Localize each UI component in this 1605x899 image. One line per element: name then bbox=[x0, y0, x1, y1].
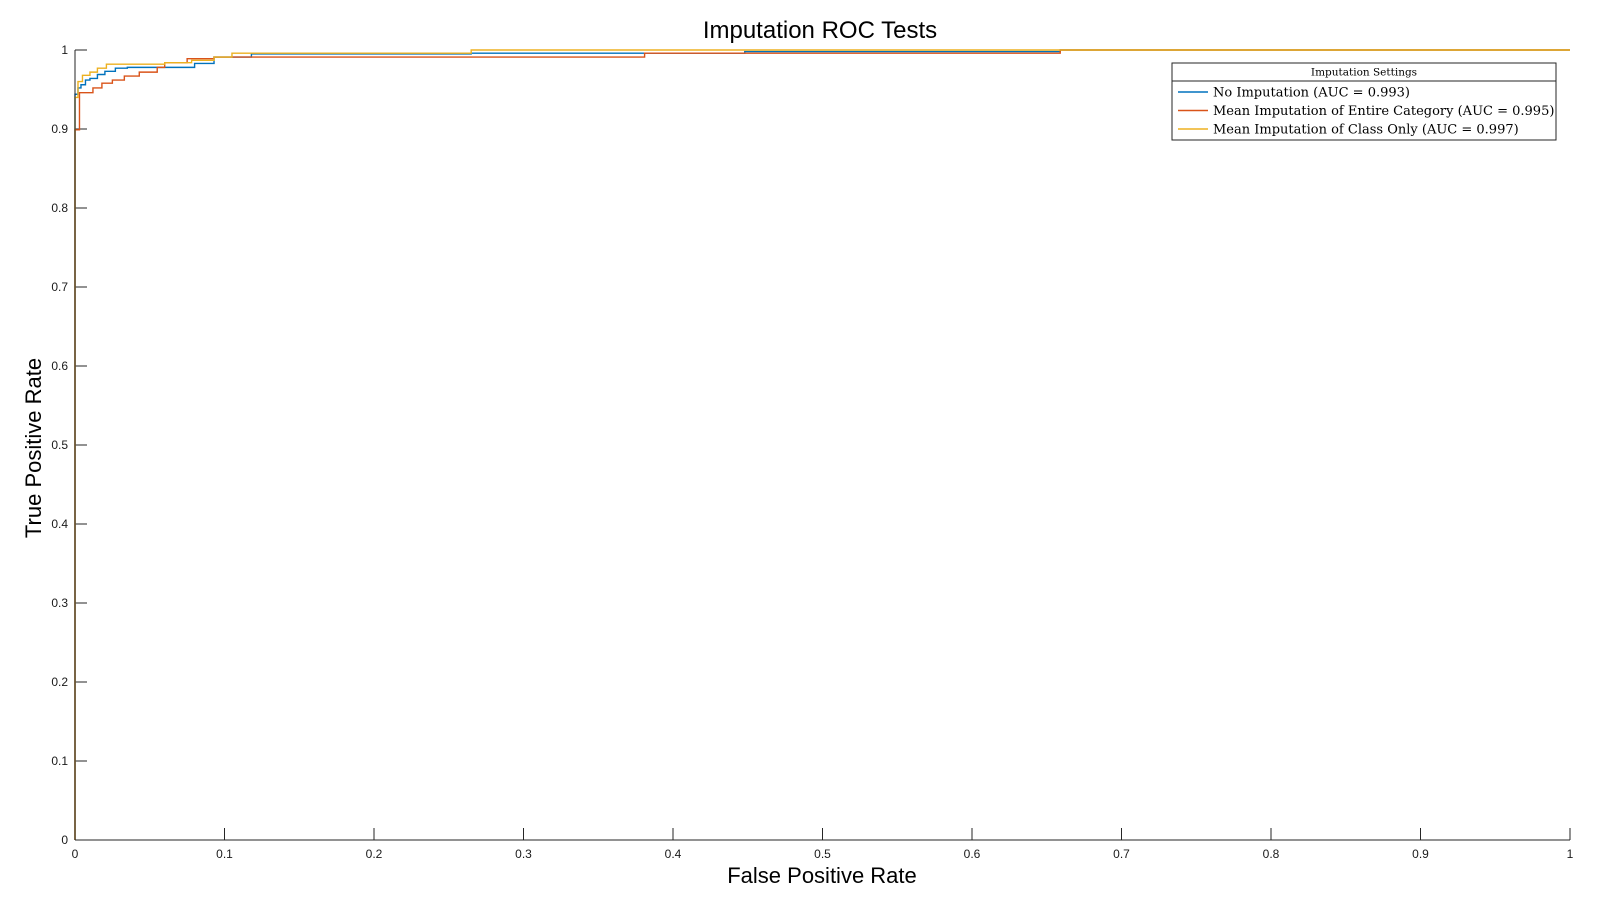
y-tick-label: 1 bbox=[61, 43, 68, 57]
y-tick-label: 0.1 bbox=[51, 754, 68, 768]
axis-ticks: 0 0.1 0.2 0.3 0.4 0.5 0.6 0.7 0.8 0.9 1 0 0.1 0.2 0.3 0… bbox=[51, 43, 1573, 861]
y-tick-label: 0 bbox=[61, 833, 68, 847]
x-tick-label: 0.3 bbox=[515, 847, 532, 861]
y-tick-label: 0.9 bbox=[51, 122, 68, 136]
legend: Imputation Settings No Imputation (AUC =… bbox=[1171, 62, 1557, 141]
series-layer bbox=[74, 49, 1570, 840]
legend-box bbox=[1171, 62, 1557, 141]
series-line-3 bbox=[74, 49, 1570, 840]
x-tick-label: 0.5 bbox=[814, 847, 831, 861]
x-tick-label: 0.4 bbox=[665, 847, 682, 861]
legend-label-1: No Imputation (AUC = 0.993) bbox=[1213, 86, 1410, 101]
legend-entries: No Imputation (AUC = 0.993) Mean Imputati… bbox=[1178, 86, 1554, 138]
plot-area bbox=[75, 50, 1570, 840]
y-tick-label: 0.3 bbox=[51, 596, 68, 610]
x-axis-label: False Positive Rate bbox=[727, 863, 917, 888]
y-tick-label: 0.6 bbox=[51, 359, 68, 373]
legend-label-2: Mean Imputation of Entire Category (AUC … bbox=[1213, 104, 1554, 119]
legend-title: Imputation Settings bbox=[1311, 67, 1417, 79]
y-axis-label: True Positive Rate bbox=[21, 358, 46, 538]
y-tick-label: 0.5 bbox=[51, 438, 68, 452]
x-tick-label: 0.8 bbox=[1263, 847, 1280, 861]
x-tick-label: 0.7 bbox=[1113, 847, 1130, 861]
y-tick-label: 0.8 bbox=[51, 201, 68, 215]
chart-title: Imputation ROC Tests bbox=[703, 17, 937, 44]
x-tick-label: 0 bbox=[72, 847, 79, 861]
x-tick-label: 0.6 bbox=[964, 847, 981, 861]
x-tick-label: 0.9 bbox=[1412, 847, 1429, 861]
plot-background bbox=[75, 50, 1570, 840]
axes bbox=[74, 50, 1570, 841]
y-tick-label: 0.4 bbox=[51, 517, 68, 531]
y-tick-label: 0.2 bbox=[51, 675, 68, 689]
x-tick-label: 0.2 bbox=[366, 847, 383, 861]
x-tick-label: 0.1 bbox=[216, 847, 233, 861]
x-tick-label: 1 bbox=[1567, 847, 1574, 861]
series-line-1 bbox=[74, 49, 1570, 840]
series-line-2 bbox=[74, 49, 1570, 840]
y-tick-label: 0.7 bbox=[51, 280, 68, 294]
legend-label-3: Mean Imputation of Class Only (AUC = 0.9… bbox=[1213, 123, 1519, 138]
